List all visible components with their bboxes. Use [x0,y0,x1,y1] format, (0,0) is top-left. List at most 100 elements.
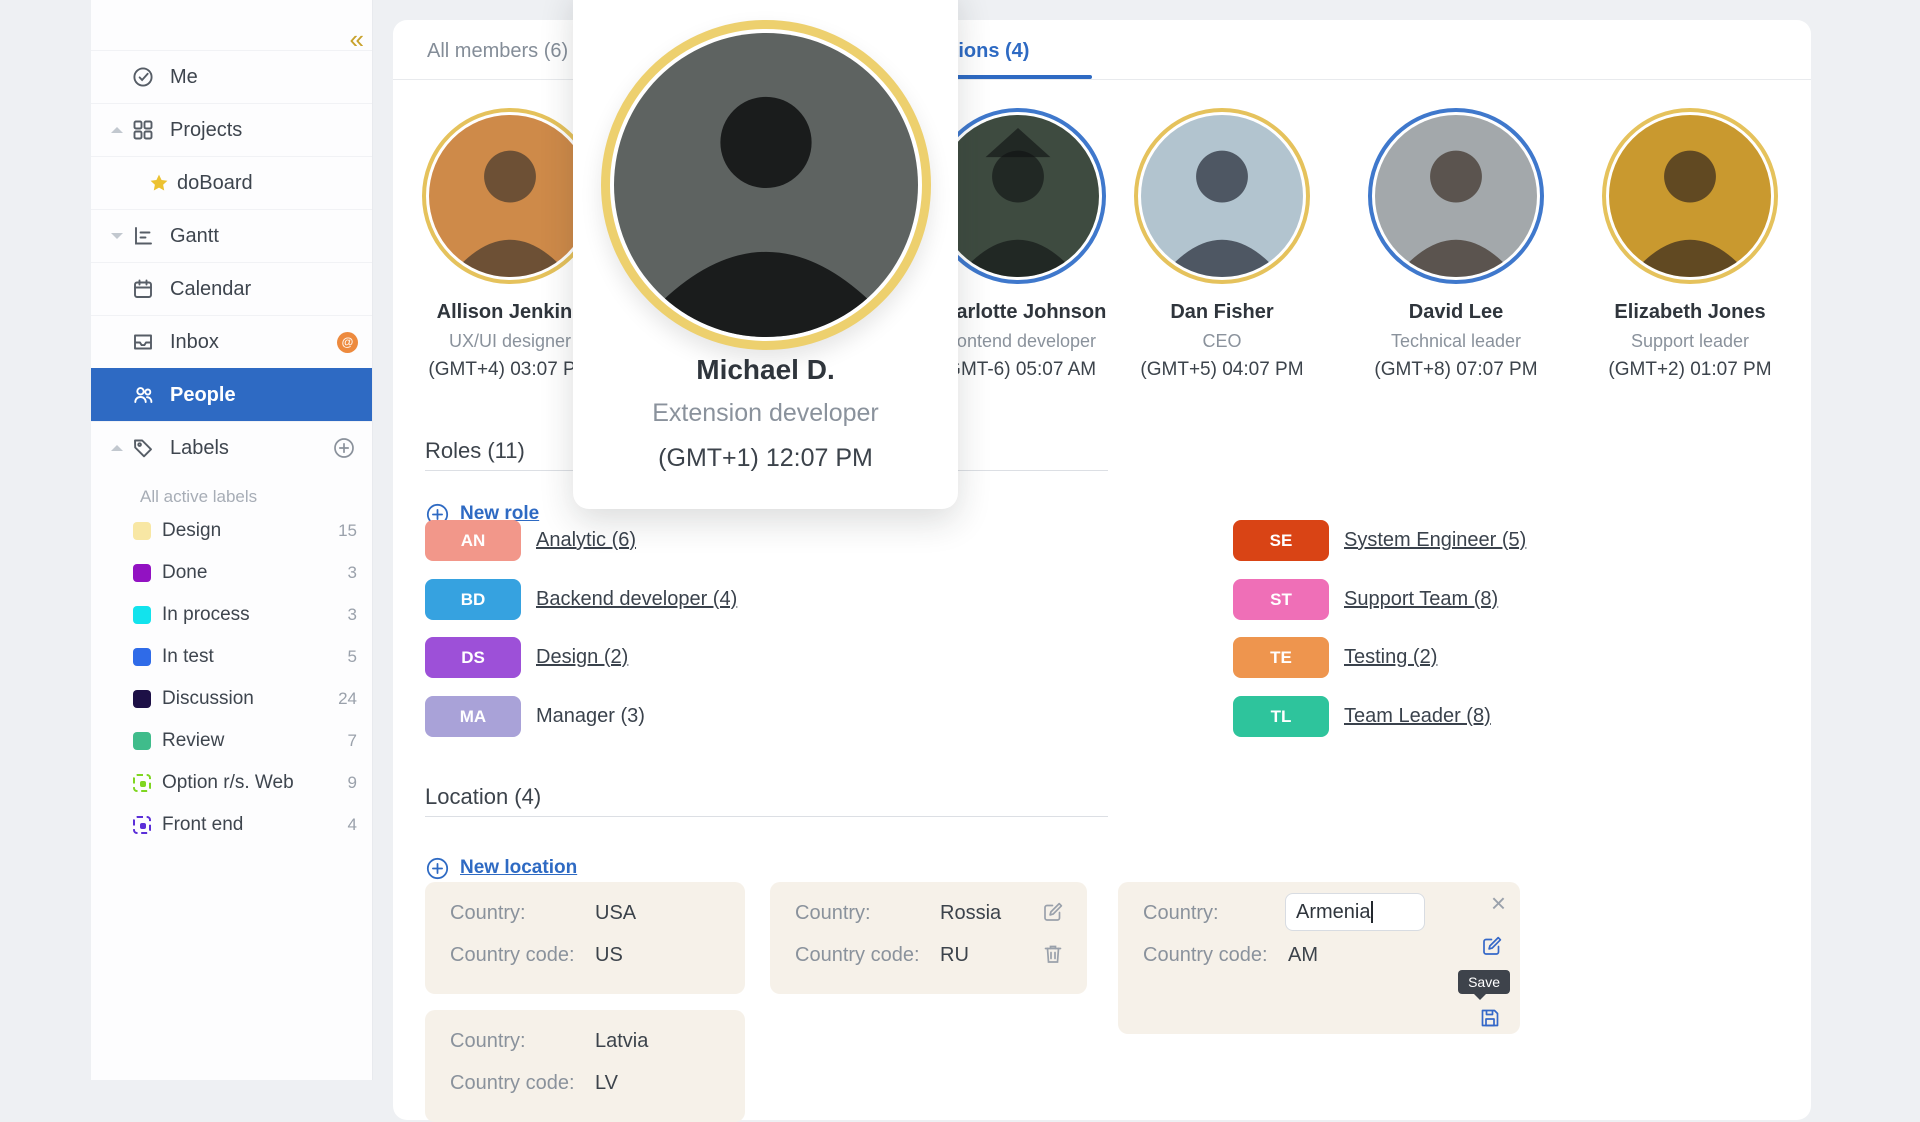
role-link[interactable]: Team Leader (8) [1344,705,1491,727]
sidebar-item-calendar[interactable]: Calendar [91,262,372,315]
label-item-front-end[interactable]: Front end 4 [91,804,372,846]
role-badge[interactable]: AN [425,520,521,561]
label-item-design[interactable]: Design 15 [91,510,372,552]
role-badge[interactable]: TL [1233,696,1329,737]
edit-location-icon[interactable] [1041,900,1065,924]
country-code-label: Country code: [795,944,920,966]
avatar[interactable] [1368,108,1544,284]
role-badge[interactable]: ST [1233,579,1329,620]
avatar [601,20,931,350]
location-card-latvia: Country: Latvia Country code: LV [425,1010,745,1122]
member-role: Frontend developer [939,331,1097,351]
sidebar-item-label: doBoard [177,171,253,194]
new-location-link[interactable]: New location [425,855,577,881]
label-count: 24 [338,689,357,708]
country-label: Country: [450,902,526,924]
role-link[interactable]: Testing (2) [1344,646,1438,668]
popup-member-name: Michael D. [696,354,835,385]
label-count: 15 [338,521,357,540]
label-name: Design [162,520,222,541]
role-badge[interactable]: DS [425,637,521,678]
role-link[interactable]: Support Team (8) [1344,588,1499,610]
label-dot [140,823,146,829]
label-count: 9 [347,773,357,792]
delete-location-icon[interactable] [1041,942,1065,966]
role-badge[interactable]: MA [425,696,521,737]
people-icon [131,383,155,407]
member-role: Technical leader [1390,331,1522,351]
role-badge[interactable]: BD [425,579,521,620]
popup-member-timezone: (GMT+1) 12:07 PM [658,444,873,472]
sidebar-item-me[interactable]: Me [91,50,372,103]
chevron-down-icon[interactable] [111,233,123,239]
sidebar-item-inbox[interactable]: Inbox @ [91,315,372,368]
member-name: Elizabeth Jones [1614,301,1766,323]
sidebar-item-people[interactable]: People [91,368,372,421]
avatar[interactable] [422,108,598,284]
location-card-rossia: Country: Rossia Country code: RU [770,882,1087,994]
label-item-in-test[interactable]: In test 5 [91,636,372,678]
member-name: Charlotte Johnson [929,301,1107,323]
country-input-value: Armenia [1296,900,1371,923]
save-icon[interactable] [1478,1006,1502,1030]
sidebar-item-label: Labels [170,436,229,459]
gantt-icon [131,224,155,248]
role-link[interactable]: Backend developer (4) [536,588,738,610]
people-page-panel: All members (6) Locations (4) Allison Je… [393,20,1811,1122]
label-color-swatch [133,648,151,666]
role-badge[interactable]: SE [1233,520,1329,561]
location-divider [425,816,1108,817]
avatar[interactable] [1134,108,1310,284]
label-item-done[interactable]: Done 3 [91,552,372,594]
sidebar-item-doboard[interactable]: doBoard [91,156,372,209]
country-input[interactable]: Armenia [1285,893,1425,931]
label-item-option-web[interactable]: Option r/s. Web 9 [91,762,372,804]
country-code-value: AM [1288,944,1318,966]
country-label: Country: [1143,902,1219,924]
country-code-value: RU [940,944,969,966]
label-count: 5 [347,647,357,666]
roles-section-title: Roles (11) [425,438,525,463]
close-icon[interactable]: × [1490,888,1506,918]
label-name: Front end [162,814,244,835]
label-count: 3 [347,605,357,624]
add-label-icon[interactable] [332,436,356,460]
member-timezone: (GMT-6) 05:07 AM [939,359,1097,380]
label-count: 4 [347,815,357,834]
new-role-label: New role [460,503,540,524]
label-color-swatch [133,690,151,708]
location-card-armenia: Country: Armenia Country code: AM × Save [1118,882,1520,1034]
country-code-label: Country code: [450,944,575,966]
member-timezone: (GMT+8) 07:07 PM [1374,359,1538,380]
member-role: CEO [1202,331,1242,351]
collapse-sidebar-icon[interactable]: « [349,24,365,54]
role-link[interactable]: Manager (3) [536,705,645,727]
member-name: Allison Jenkins [436,301,584,323]
chevron-up-icon[interactable] [111,127,123,133]
avatar[interactable] [1602,108,1778,284]
role-link[interactable]: Design (2) [536,646,629,668]
sidebar-item-gantt[interactable]: Gantt [91,209,372,262]
label-color-swatch [133,606,151,624]
tab-all-members[interactable]: All members (6) [427,40,569,62]
sidebar-item-labels[interactable]: Labels [91,421,372,474]
sidebar-item-label: Calendar [170,277,252,300]
chevron-up-icon[interactable] [111,445,123,451]
label-color-swatch [133,522,151,540]
label-item-discussion[interactable]: Discussion 24 [91,678,372,720]
label-name: Option r/s. Web [162,772,294,793]
role-badge[interactable]: TE [1233,637,1329,678]
label-color-swatch [133,774,151,792]
sidebar-item-projects[interactable]: Projects [91,103,372,156]
role-link[interactable]: System Engineer (5) [1344,529,1527,551]
member-role: UX/UI designer [448,331,572,351]
edit-location-icon[interactable] [1480,934,1504,958]
plus-circle-icon [425,856,450,881]
label-item-review[interactable]: Review 7 [91,720,372,762]
role-link[interactable]: Analytic (6) [536,529,637,551]
sidebar-item-label: Gantt [170,224,219,247]
member-timezone: (GMT+2) 01:07 PM [1608,359,1772,380]
avatar[interactable] [930,108,1106,284]
country-label: Country: [450,1030,526,1052]
label-item-in-process[interactable]: In process 3 [91,594,372,636]
